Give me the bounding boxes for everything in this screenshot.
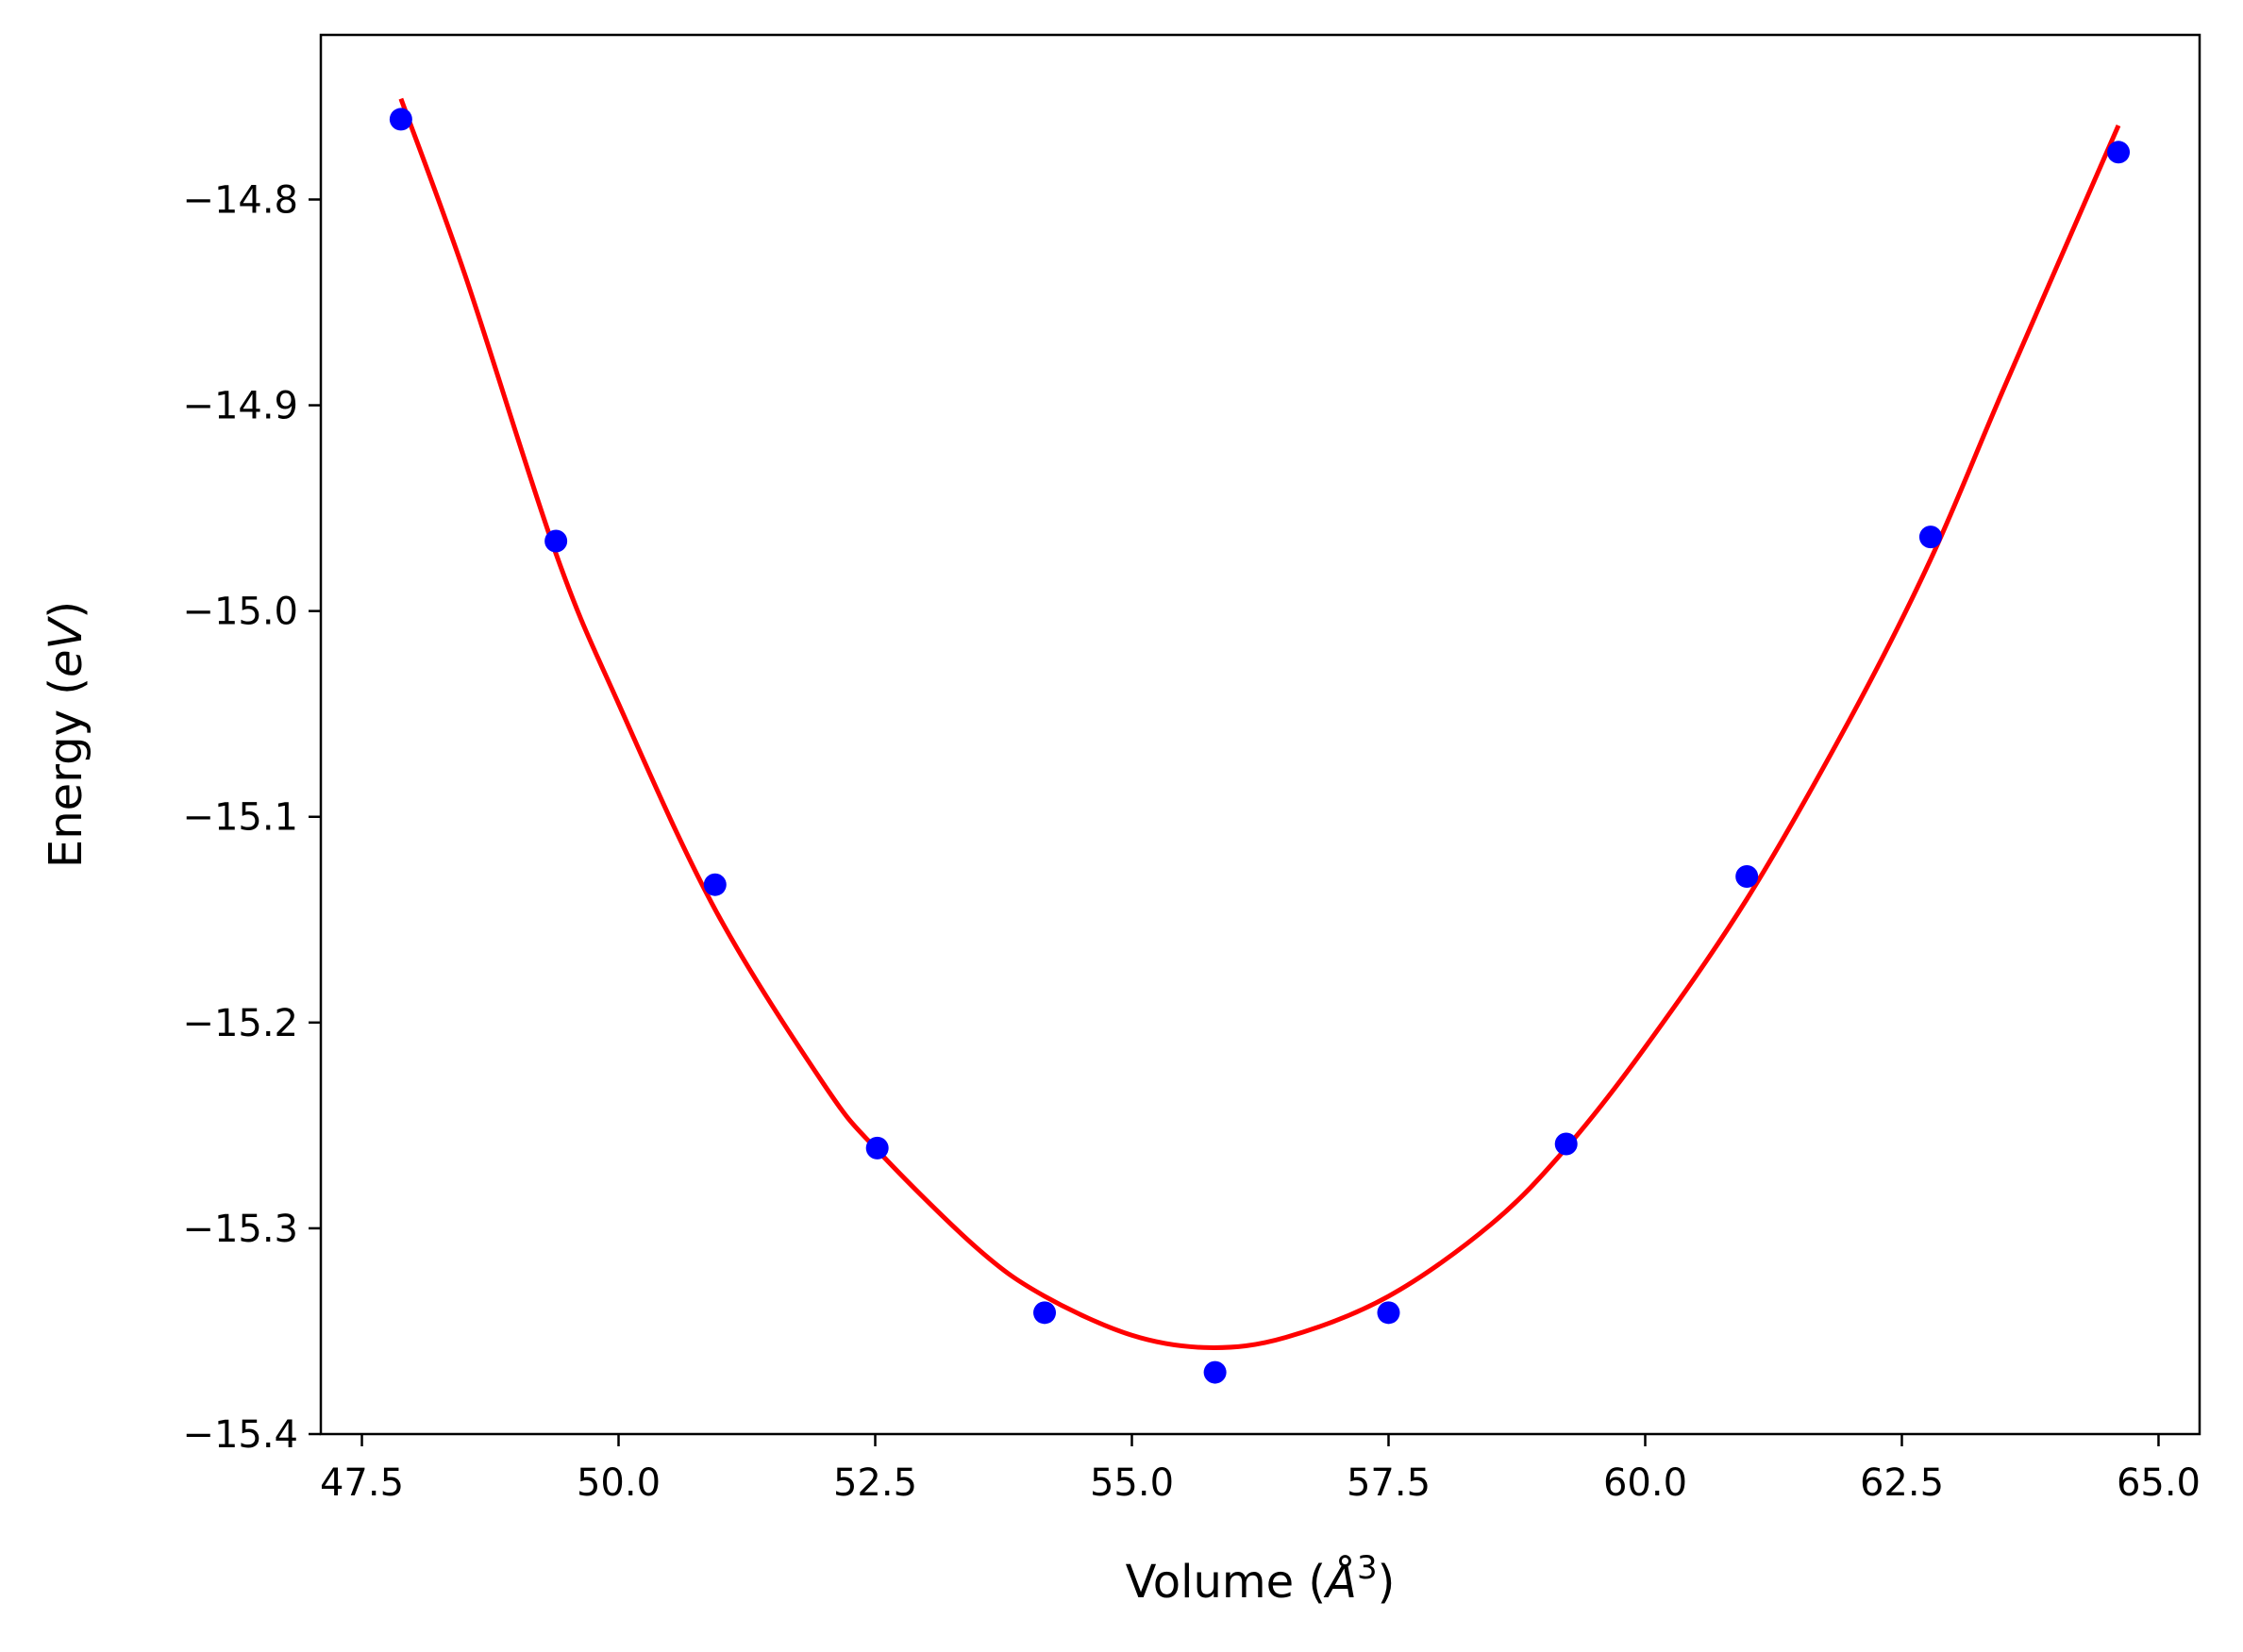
fit-curve [398, 97, 2121, 1350]
data-point [1735, 864, 1759, 888]
data-point [1554, 1132, 1578, 1156]
y-axis-label: Energy (eV) [40, 601, 92, 868]
data-point [1203, 1360, 1227, 1384]
y-tick-label: −14.8 [182, 178, 298, 222]
y-tick-label: −14.9 [182, 385, 298, 428]
y-axis-ticks: −14.8 −14.9 −15.0 −15.1 −15.2 −15.3 −15.4 [182, 178, 321, 1457]
y-tick-label: −15.0 [182, 591, 298, 634]
x-axis-ticks: 47.5 50.0 52.5 55.0 57.5 60.0 62.5 65.0 [320, 1434, 2201, 1505]
plot-frame [319, 33, 2201, 1436]
plot-area [389, 97, 2131, 1384]
data-point [544, 529, 568, 553]
data-points [389, 108, 2131, 1384]
x-tick-label: 55.0 [1090, 1461, 1174, 1505]
y-tick-label: −15.4 [182, 1413, 298, 1457]
data-point [703, 873, 727, 896]
x-tick-label: 57.5 [1347, 1461, 1431, 1505]
y-tick-label: −15.2 [182, 1002, 298, 1045]
x-tick-label: 52.5 [833, 1461, 917, 1505]
x-tick-label: 62.5 [1860, 1461, 1944, 1505]
data-point [2107, 141, 2131, 164]
x-tick-label: 50.0 [577, 1461, 661, 1505]
data-point [1377, 1301, 1400, 1325]
data-point [865, 1136, 889, 1160]
x-tick-label: 65.0 [2117, 1461, 2201, 1505]
data-point [1033, 1301, 1057, 1325]
y-tick-label: −15.3 [182, 1208, 298, 1251]
data-point [1918, 526, 1942, 549]
x-axis-label: Volume (Å3) [1126, 1549, 1396, 1609]
x-tick-label: 60.0 [1603, 1461, 1687, 1505]
y-tick-label: −15.1 [182, 796, 298, 840]
data-point [389, 108, 412, 131]
x-tick-label: 47.5 [320, 1461, 404, 1505]
